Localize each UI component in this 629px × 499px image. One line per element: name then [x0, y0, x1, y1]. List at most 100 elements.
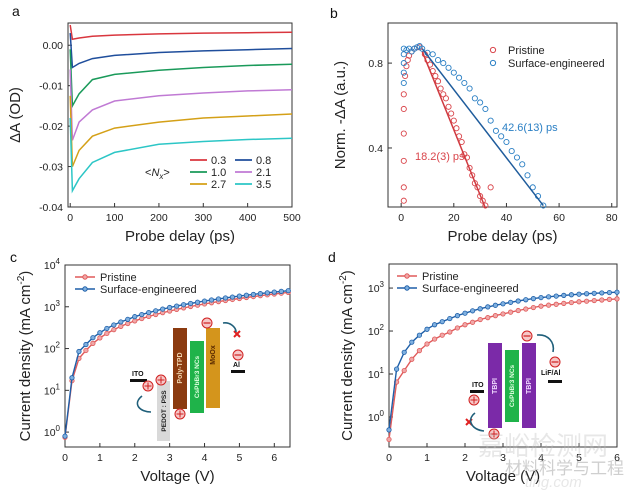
data-point: [477, 316, 483, 323]
legend-label: Pristine: [100, 272, 137, 284]
x-tick-label: 300: [195, 212, 213, 224]
x-tick-label: 4: [538, 452, 544, 464]
data-point: [437, 85, 444, 92]
data-point: [139, 311, 145, 318]
series-line-2.7: [69, 95, 293, 167]
x-axis-label: Voltage (V): [140, 468, 214, 485]
layer-moox: [206, 328, 220, 408]
series-line-0.8: [69, 33, 293, 69]
x-tick-label: 80: [606, 212, 618, 224]
layer-label: CsPbBr3 NCs: [509, 364, 516, 407]
series-line-1.0: [69, 49, 293, 109]
data-point: [599, 297, 605, 303]
data-point: [409, 356, 415, 362]
data-point: [401, 349, 407, 355]
data-point: [450, 117, 457, 124]
data-point: [507, 309, 514, 315]
x-tick-label: 4: [202, 452, 208, 464]
legend-label: 0.8: [256, 155, 271, 167]
data-point: [492, 313, 498, 319]
data-point: [181, 302, 187, 308]
data-point: [540, 202, 547, 209]
watermark: 嘉峪检测网 材料科学与工程 ting.com: [478, 431, 624, 491]
data-point: [132, 318, 138, 324]
data-point: [448, 110, 455, 117]
watermark-cn1: 嘉峪检测网: [478, 431, 608, 461]
data-point: [445, 103, 452, 110]
y-tick-label: 0.4: [368, 143, 383, 155]
data-point: [264, 290, 270, 296]
layer-label: Poly-TPD: [177, 352, 184, 383]
layer-tbpi: [522, 343, 536, 428]
series-line: [388, 298, 618, 440]
data-point: [257, 291, 263, 297]
layer-al: [231, 370, 245, 373]
x-tick-label: 2: [462, 452, 468, 464]
panel-label-c: c: [10, 249, 17, 265]
y-axis-label: Current density (mA cm-2): [16, 271, 34, 442]
x-tick-label: 100: [106, 212, 124, 224]
data-point: [583, 298, 590, 304]
data-point: [62, 433, 68, 439]
y-tick-label: -0.02: [39, 121, 63, 133]
plus-glyph: [157, 376, 165, 384]
data-point: [456, 74, 463, 81]
y-tick-label: 100: [44, 424, 61, 439]
data-point: [500, 301, 506, 307]
data-point: [507, 299, 514, 305]
data-point: [462, 322, 468, 328]
data-point: [524, 172, 531, 179]
watermark-latin: ting.com: [525, 474, 582, 491]
data-point: [485, 315, 491, 321]
layer-tbpi: [488, 343, 502, 428]
y-tick-label: 102: [44, 341, 61, 356]
fit-line: [421, 48, 544, 206]
legend-title: <Nx>: [145, 167, 170, 181]
data-point: [440, 60, 447, 67]
data-point: [400, 69, 407, 76]
data-point: [576, 291, 582, 297]
data-point: [104, 330, 110, 337]
data-point: [278, 288, 284, 294]
data-point: [97, 330, 103, 336]
layer-label: TBPI: [526, 378, 533, 394]
data-point: [222, 295, 229, 301]
data-point: [111, 327, 117, 333]
data-point: [492, 127, 499, 134]
data-point: [400, 197, 407, 204]
y-tick-label: -0.03: [39, 162, 63, 174]
data-point: [545, 294, 552, 300]
data-point: [614, 289, 620, 295]
data-point: [400, 60, 407, 67]
data-point: [477, 99, 484, 106]
data-point: [424, 326, 430, 332]
data-point: [561, 292, 567, 298]
layer-label: CsPbBr3 NCs: [194, 355, 201, 398]
layer-label: ITO: [132, 371, 144, 378]
data-point: [454, 313, 460, 319]
layer-lif-al: [548, 380, 562, 383]
fit-annotation: 42.6(13) ps: [502, 122, 558, 134]
data-point: [487, 117, 494, 124]
legend-marker: [404, 285, 410, 291]
data-point: [469, 308, 476, 314]
data-point: [271, 289, 277, 295]
series-line-2.1: [69, 69, 293, 141]
data-point: [243, 292, 249, 298]
layer-label: MoOx: [210, 345, 217, 365]
y-tick-label: 101: [44, 382, 61, 397]
x-tick-label: 0: [386, 452, 392, 464]
x-tick-label: 5: [236, 452, 242, 464]
legend-marker: [82, 286, 88, 292]
data-point: [466, 85, 473, 92]
x-tick-label: 0: [67, 212, 73, 224]
data-point: [482, 202, 489, 209]
data-point: [236, 293, 243, 299]
data-point: [400, 157, 407, 164]
y-tick-label: 0.00: [43, 40, 64, 52]
legend-label: 3.5: [256, 179, 271, 191]
layer-label: LiF/Al: [541, 370, 560, 377]
y-tick-label: 0.8: [368, 58, 383, 70]
data-point: [431, 336, 438, 342]
